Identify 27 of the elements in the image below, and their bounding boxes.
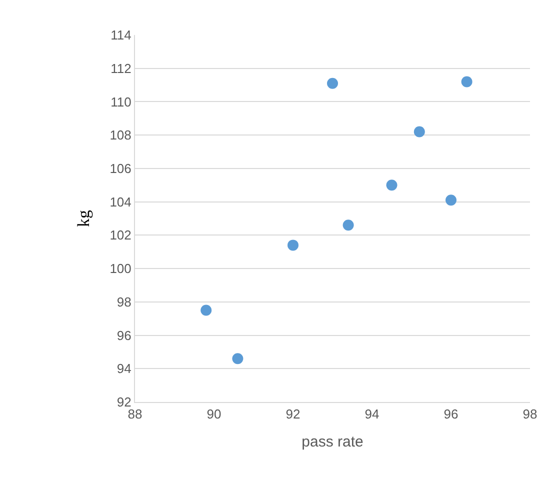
point	[446, 194, 456, 206]
point	[342, 220, 354, 231]
point	[288, 240, 298, 251]
y-tick-label: 104	[110, 194, 132, 210]
y-tick-label: 112	[110, 60, 132, 76]
y-axis-title: kg	[74, 210, 94, 227]
x-tick-label: 98	[522, 406, 538, 422]
y-tick-label: 102	[110, 228, 132, 243]
x-tick-label: 96	[444, 406, 458, 422]
y-tick-label: 94	[116, 361, 132, 376]
y-tick-label: 96	[116, 328, 132, 343]
y-tick-label: 106	[110, 161, 132, 176]
point	[461, 76, 472, 88]
point	[232, 353, 244, 364]
x-axis-title: pass rate	[302, 434, 364, 451]
x-tick-label: 94	[364, 406, 380, 422]
point	[200, 304, 212, 316]
y-tick-label: 108	[110, 128, 132, 143]
y-tick-label: 114	[110, 28, 132, 43]
point	[414, 126, 425, 138]
y-tick-label: 98	[116, 294, 132, 310]
y-tick-label: 110	[110, 94, 132, 110]
x-tick-label: 90	[206, 406, 222, 422]
point	[386, 180, 398, 191]
x-tick-label: 92	[286, 406, 300, 422]
point	[327, 78, 338, 89]
y-tick-label: 100	[110, 261, 132, 276]
